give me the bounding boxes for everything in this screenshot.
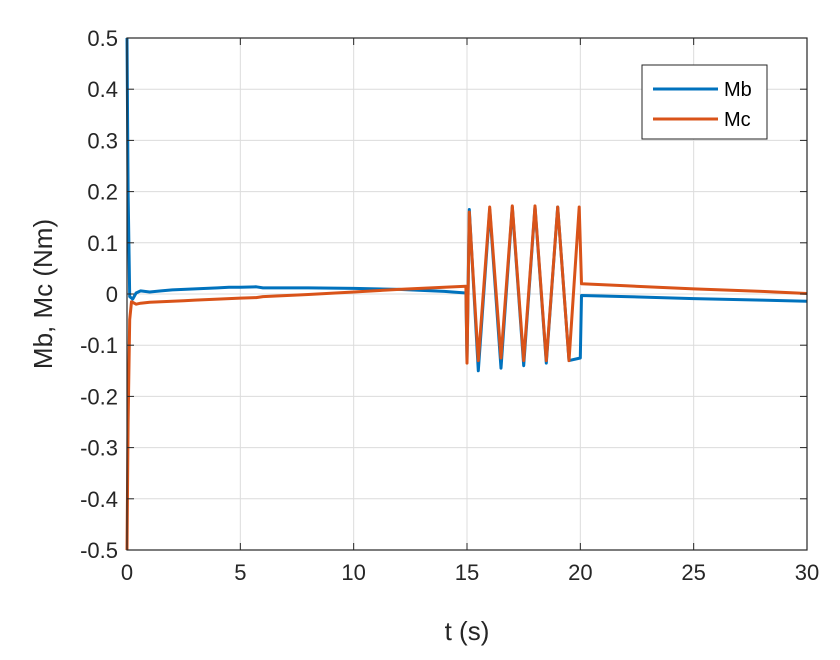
x-tick-label: 5 (234, 560, 246, 585)
y-tick-label: -0.5 (80, 538, 118, 563)
x-tick-label: 30 (795, 560, 819, 585)
ticks (126, 37, 808, 551)
x-tick-label: 10 (341, 560, 365, 585)
x-tick-label: 15 (455, 560, 479, 585)
series-line-mc (125, 204, 808, 551)
series-group (125, 37, 808, 551)
y-axis-label: Mb, Mc (Nm) (28, 219, 58, 369)
legend: Mb Mc (641, 64, 768, 140)
y-tick-label: 0.1 (87, 231, 118, 256)
y-tick-label: 0.4 (87, 77, 118, 102)
y-tick-label: -0.1 (80, 333, 118, 358)
y-tick-label: 0 (106, 282, 118, 307)
x-axis-label: t (s) (445, 616, 490, 646)
y-tick-label: 0.3 (87, 128, 118, 153)
y-tick-label: -0.2 (80, 384, 118, 409)
tick-labels: 0 5 10 15 20 25 30 0.5 0.4 0.3 0.2 0.1 0 -0.1 -0.2 -0.3… (80, 26, 819, 585)
legend-box (641, 64, 768, 140)
x-tick-label: 25 (681, 560, 705, 585)
y-tick-label: -0.3 (80, 436, 118, 461)
legend-label-mc: Mc (724, 109, 751, 131)
y-tick-label: -0.4 (80, 487, 118, 512)
x-tick-label: 0 (121, 560, 133, 585)
y-tick-label: 0.2 (87, 180, 118, 205)
x-tick-label: 20 (568, 560, 592, 585)
legend-label-mb: Mb (724, 79, 752, 101)
y-tick-label: 0.5 (87, 26, 118, 51)
